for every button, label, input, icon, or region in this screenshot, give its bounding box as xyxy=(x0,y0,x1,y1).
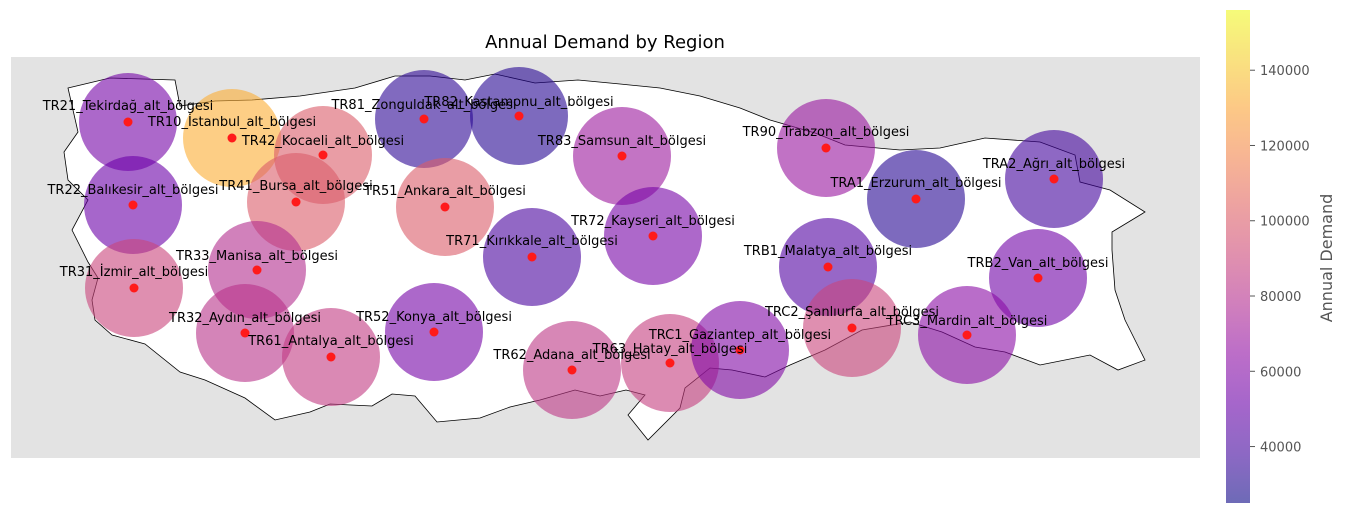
colorbar-tick-label: 100000 xyxy=(1260,215,1310,230)
region-label: TR31_İzmir_alt_bölgesi xyxy=(59,264,208,280)
region-label: TR41_Bursa_alt_bölgesi xyxy=(218,179,372,194)
region-label: TR81_Zonguldak_alt_bölgesi xyxy=(330,98,516,113)
region-label: TRC1_Gaziantep_alt_bölgesi xyxy=(648,328,831,343)
region-marker xyxy=(291,197,301,207)
region-label: TRB2_Van_alt_bölgesi xyxy=(967,256,1109,271)
region-label: TRA1_Erzurum_alt_bölgesi xyxy=(829,176,1001,191)
region-label: TR82_Kastamonu_alt_bölgesi xyxy=(423,95,613,110)
region-marker xyxy=(1049,174,1059,184)
region-marker xyxy=(735,345,745,355)
colorbar-label: Annual Demand xyxy=(1317,194,1336,323)
region-marker xyxy=(821,143,831,153)
region-marker xyxy=(514,111,524,121)
region-label: TRC3_Mardin_alt_bölgesi xyxy=(886,314,1048,329)
region-label: TR32_Aydın_alt_bölgesi xyxy=(168,311,321,326)
region-marker xyxy=(128,200,138,210)
region-marker xyxy=(419,114,429,124)
region-marker xyxy=(911,194,921,204)
region-marker xyxy=(962,330,972,340)
colorbar-ticks: 40000 60000 80000 100000 120000 140000 xyxy=(1250,64,1310,456)
region-label: TR33_Manisa_alt_bölgesi xyxy=(175,249,338,264)
region-marker xyxy=(648,231,658,241)
region-marker xyxy=(665,358,675,368)
region-marker xyxy=(123,117,133,127)
region-label: TR62_Adana_alt_bölgesi xyxy=(492,348,650,363)
colorbar-gradient-high xyxy=(1226,10,1250,107)
region-label: TR42_Kocaeli_alt_bölgesi xyxy=(241,134,404,149)
region-marker xyxy=(617,151,627,161)
region-label: TR71_Kırıkkale_alt_bölgesi xyxy=(445,234,618,249)
region-marker xyxy=(326,352,336,362)
region-marker xyxy=(823,262,833,272)
colorbar-gradient-low xyxy=(1226,106,1250,503)
chart-title: Annual Demand by Region xyxy=(485,32,725,53)
region-label: TR10_İstanbul_alt_bölgesi xyxy=(147,114,316,130)
region-marker xyxy=(252,265,262,275)
region-label: TR63_Hatay_alt_bölgesi xyxy=(592,342,748,357)
region-label: TR52_Konya_alt_bölgesi xyxy=(355,310,512,325)
region-label: TRA2_Ağrı_alt_bölgesi xyxy=(982,157,1125,172)
region-marker xyxy=(847,323,857,333)
region-label: TR83_Samsun_alt_bölgesi xyxy=(537,134,706,149)
region-marker xyxy=(1033,273,1043,283)
region-markers xyxy=(123,111,1059,375)
region-label: TR61_Antalya_alt_bölgesi xyxy=(247,334,414,349)
region-marker xyxy=(527,252,537,262)
region-marker xyxy=(129,283,139,293)
colorbar-tick-label: 140000 xyxy=(1260,64,1310,79)
colorbar xyxy=(1226,10,1250,503)
colorbar-tick-label: 60000 xyxy=(1260,365,1301,380)
region-marker xyxy=(567,365,577,375)
region-label: TR90_Trabzon_alt_bölgesi xyxy=(742,125,910,140)
colorbar-tick-label: 120000 xyxy=(1260,139,1310,154)
region-label: TR22_Balıkesir_alt_bölgesi xyxy=(46,183,218,198)
region-marker xyxy=(440,202,450,212)
colorbar-tick-label: 80000 xyxy=(1260,290,1301,305)
region-label: TRB1_Malatya_alt_bölgesi xyxy=(743,244,912,259)
colorbar-tick-label: 40000 xyxy=(1260,441,1301,456)
region-label: TR51_Ankara_alt_bölgesi xyxy=(363,184,526,199)
region-marker xyxy=(429,327,439,337)
region-marker xyxy=(240,328,250,338)
region-label: TRC2_Şanlıurfa_alt_bölgesi xyxy=(764,305,939,320)
region-marker xyxy=(318,150,328,160)
region-label: TR21_Tekirdağ_alt_bölgesi xyxy=(42,99,214,114)
region-marker xyxy=(227,133,237,143)
region-label: TR72_Kayseri_alt_bölgesi xyxy=(570,214,735,229)
region-labels: TR21_Tekirdağ_alt_bölgesiTR10_İstanbul_a… xyxy=(42,95,1125,363)
